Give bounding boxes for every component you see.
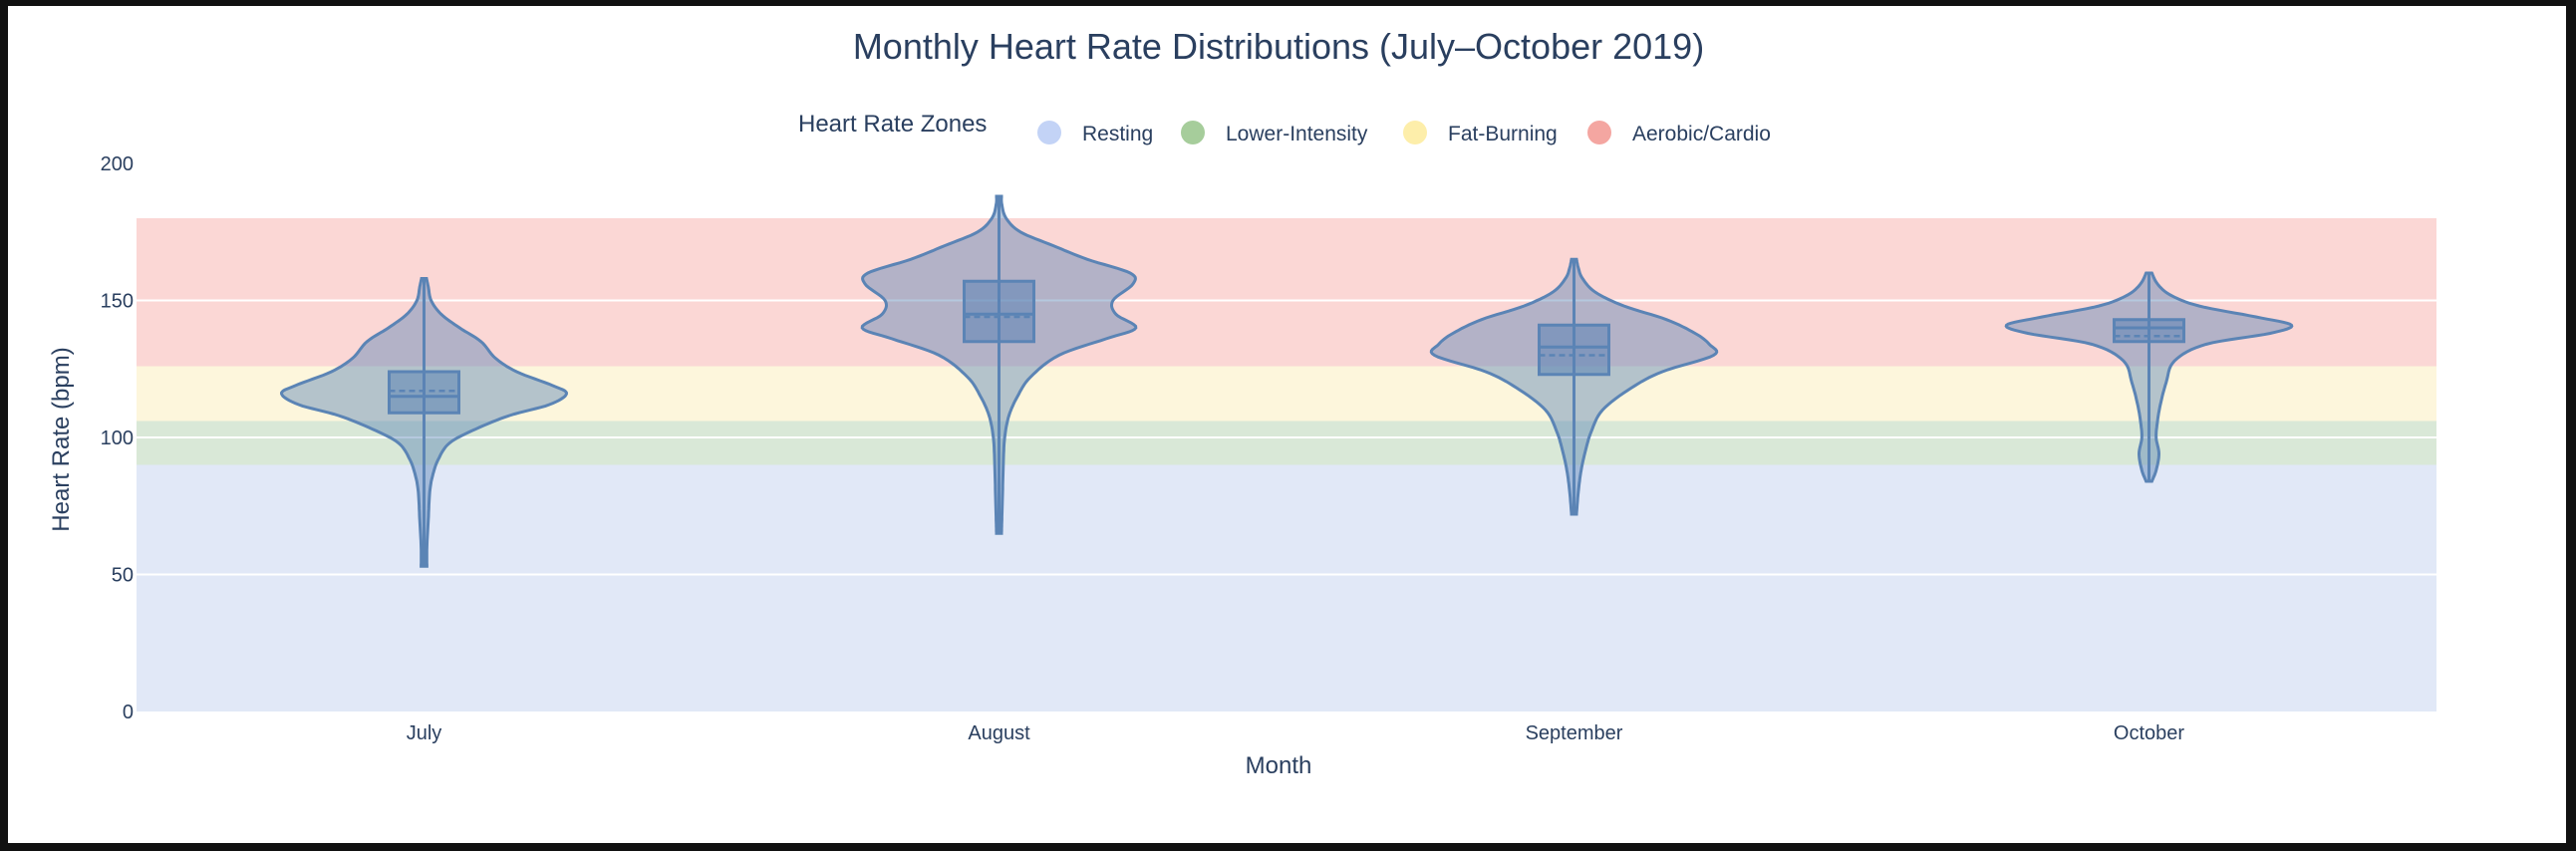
violin-box xyxy=(388,370,460,415)
legend-title: Heart Rate Zones xyxy=(798,111,987,138)
violin-box xyxy=(1538,323,1610,377)
legend-swatch xyxy=(1587,121,1611,144)
x-tick-label: September xyxy=(1526,722,1623,744)
x-tick-label: August xyxy=(968,722,1030,744)
violin-september xyxy=(1429,257,1719,516)
x-tick-labels: July August September October xyxy=(407,722,2185,744)
gridlines xyxy=(137,162,2436,576)
y-tick-label: 50 xyxy=(112,565,134,587)
zone-bands xyxy=(137,218,2436,711)
y-tick-label: 200 xyxy=(101,153,134,175)
chart-title: Monthly Heart Rate Distributions (July–O… xyxy=(853,26,1704,67)
violin-october xyxy=(2004,271,2294,483)
violins xyxy=(279,194,2294,568)
x-axis-title: Month xyxy=(1246,752,1312,779)
y-tick-labels: 0 50 100 150 200 xyxy=(101,153,134,723)
legend-swatch xyxy=(1037,121,1061,144)
x-tick-label: October xyxy=(2114,722,2184,744)
legend-swatch xyxy=(1181,121,1205,144)
y-tick-label: 100 xyxy=(101,427,134,449)
legend-label: Resting xyxy=(1082,123,1153,145)
zone-band-resting xyxy=(137,464,2436,711)
legend-label: Aerobic/Cardio xyxy=(1632,123,1771,145)
y-tick-label: 150 xyxy=(101,291,134,313)
legend: Heart Rate Zones Resting Lower-Intensity F… xyxy=(798,111,1771,145)
chart-frame: 0 50 100 150 200 July August September October … xyxy=(8,6,2566,843)
violin-august xyxy=(860,194,1138,535)
violin-july xyxy=(279,277,569,568)
y-axis-title: Heart Rate (bpm) xyxy=(48,347,75,531)
zone-band-lower-intensity xyxy=(137,421,2436,465)
violin-box xyxy=(2113,318,2185,344)
zone-band-aerobic-cardio xyxy=(137,218,2436,367)
legend-label: Fat-Burning xyxy=(1448,123,1558,145)
y-tick-label: 0 xyxy=(123,702,134,723)
legend-label: Lower-Intensity xyxy=(1226,123,1368,145)
violin-box xyxy=(963,279,1035,344)
legend-swatch xyxy=(1403,121,1427,144)
x-tick-label: July xyxy=(407,722,442,744)
